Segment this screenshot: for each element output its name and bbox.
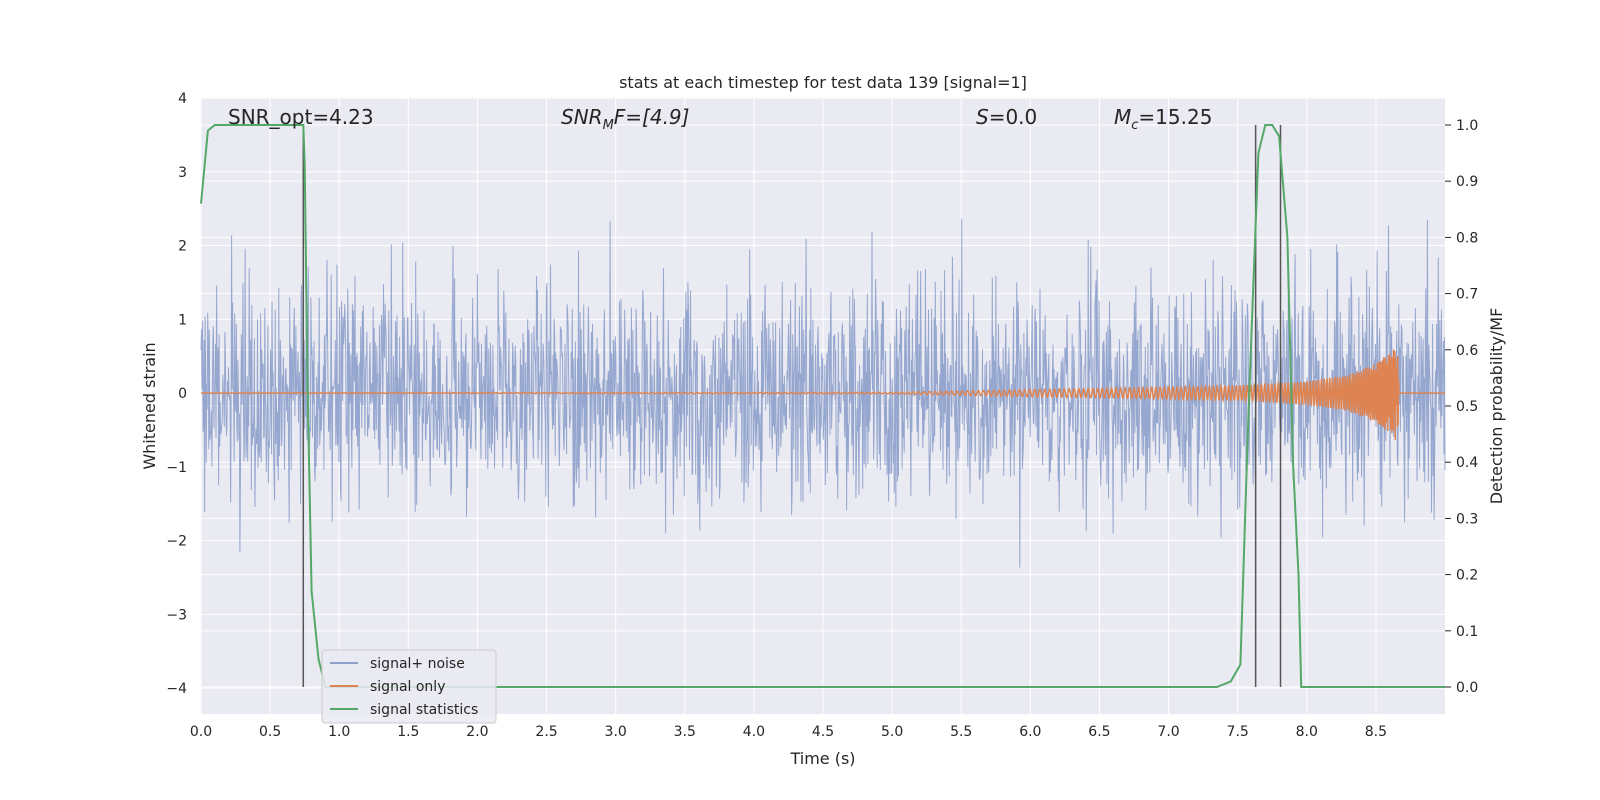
series-line-signal-statistics	[200, 124, 1445, 688]
x-tick-label: 4.0	[743, 724, 765, 740]
series-signal-only	[201, 349, 1445, 441]
x-tick-label: 7.0	[1157, 724, 1179, 740]
annotation-snr-mf-tail: F=[4.9]	[614, 105, 690, 129]
legend: signal+ noise signal only signal statist…	[321, 649, 497, 724]
annotation-s-tail: =0.0	[989, 105, 1038, 129]
annotation-snr-opt: SNR_opt=4.23	[228, 105, 374, 129]
annotation-snr-mf-base: SNR	[561, 105, 603, 129]
x-tick-label: 4.5	[812, 724, 834, 740]
x-axis-ticks: 0.0 0.5 1.0 1.5 2.0 2.5 3.0 3.5 4.0 4.5 5.0 5.5 6.0 6…	[190, 724, 1387, 740]
y2-axis-ticks: 1.0 0.9 0.8 0.7 0.6 0.5 0.4 0.3 0.2 0.1 0.0	[1445, 118, 1478, 696]
series-signal-noise	[200, 218, 1446, 568]
x-tick-label: 5.0	[881, 724, 903, 740]
x-tick-label: 0.0	[190, 724, 212, 740]
annotations: SNR_opt=4.23 SNRMF=[4.9] S=0.0 Mc=15.25	[228, 105, 1212, 133]
y2-axis-label: Detection probability/MF	[1487, 308, 1506, 505]
y-axis-label: Whitened strain	[140, 342, 159, 469]
y2-tick-label: 0.8	[1456, 230, 1478, 246]
y-tick-label: −4	[166, 681, 187, 697]
x-axis-label: Time (s)	[789, 749, 855, 768]
y-tick-label: −3	[166, 607, 187, 623]
y-tick-label: 4	[178, 91, 187, 107]
x-tick-label: 2.5	[535, 724, 557, 740]
annotation-s: S=0.0	[976, 105, 1037, 129]
x-tick-label: 5.5	[950, 724, 972, 740]
chart-title: stats at each timestep for test data 139…	[619, 73, 1027, 92]
y-tick-label: 0	[178, 386, 187, 402]
y-tick-label: 3	[178, 165, 187, 181]
y2-tick-label: 0.9	[1456, 174, 1478, 190]
x-tick-label: 0.5	[259, 724, 281, 740]
annotation-s-base: S	[976, 105, 989, 129]
y-tick-label: 2	[178, 239, 187, 255]
series-signal-statistics	[200, 124, 1445, 688]
y2-tick-label: 0.4	[1456, 455, 1478, 471]
annotation-mc-tail: =15.25	[1138, 105, 1212, 129]
x-tick-label: 1.0	[328, 724, 350, 740]
x-tick-label: 8.0	[1296, 724, 1318, 740]
y2-tick-label: 0.7	[1456, 287, 1478, 303]
y-tick-label: −1	[166, 460, 187, 476]
x-tick-label: 7.5	[1227, 724, 1249, 740]
annotation-mc-base: M	[1114, 105, 1131, 129]
y2-tick-label: 1.0	[1456, 118, 1478, 134]
x-tick-label: 6.5	[1088, 724, 1110, 740]
x-tick-label: 3.5	[674, 724, 696, 740]
y2-tick-label: 0.2	[1456, 568, 1478, 584]
annotation-mc: Mc=15.25	[1114, 105, 1212, 133]
x-tick-label: 8.5	[1365, 724, 1387, 740]
annotation-snr-mf-sub: M	[603, 118, 614, 133]
y2-tick-label: 0.5	[1456, 399, 1478, 415]
legend-label-signal-only: signal only	[370, 679, 445, 695]
legend-label-signal-statistics: signal statistics	[370, 702, 478, 718]
annotation-snr-mf: SNRMF=[4.9]	[561, 105, 689, 133]
y2-tick-label: 0.0	[1456, 680, 1478, 696]
y-tick-label: 1	[178, 312, 187, 328]
y-axis-ticks: 4 3 2 1 0 −1 −2 −3 −4	[166, 91, 187, 697]
y-tick-label: −2	[166, 534, 187, 550]
x-tick-label: 3.0	[605, 724, 627, 740]
y2-tick-label: 0.6	[1456, 343, 1478, 359]
series-line-signal-noise	[200, 218, 1446, 568]
y2-tick-label: 0.1	[1456, 624, 1478, 640]
y2-tick-label: 0.3	[1456, 511, 1478, 527]
x-tick-label: 1.5	[397, 724, 419, 740]
series-line-signal-only	[201, 349, 1445, 441]
x-tick-label: 2.0	[466, 724, 488, 740]
legend-label-signal-noise: signal+ noise	[370, 656, 465, 672]
x-tick-label: 6.0	[1019, 724, 1041, 740]
legend-box	[321, 649, 497, 724]
annotation-mc-sub: c	[1131, 118, 1138, 133]
